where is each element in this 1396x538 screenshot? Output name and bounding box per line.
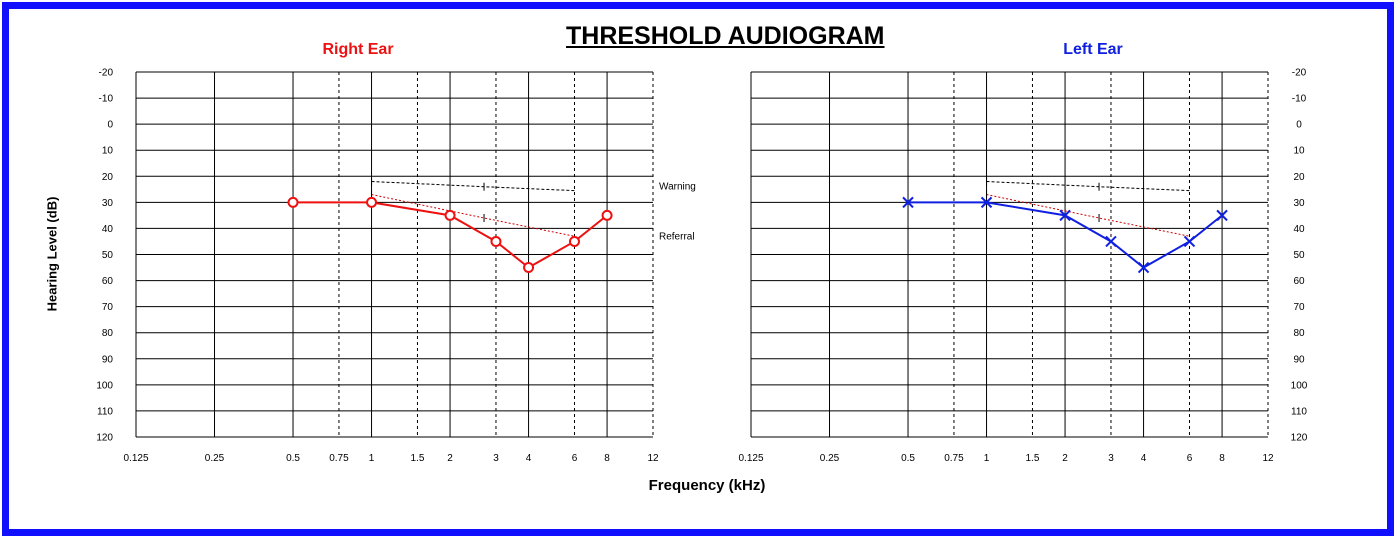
left-ear-y-tick-label: 20 xyxy=(1293,172,1305,183)
right-ear-x-tick-label: 3 xyxy=(493,453,499,464)
left-ear-y-tick-label: 110 xyxy=(1291,406,1307,417)
left-ear-warning-line xyxy=(986,181,1190,192)
right-ear-y-tick-label: 50 xyxy=(102,250,114,261)
left-ear-threshold-point xyxy=(1059,209,1071,222)
left-ear-y-tick-label: -10 xyxy=(1292,94,1307,105)
right-ear-x-tick-label: 0.75 xyxy=(329,453,349,464)
left-ear-x-tick-label: 0.5 xyxy=(901,453,915,464)
right-ear-y-tick-label: -20 xyxy=(99,68,114,79)
right-ear-x-tick-label: 1.5 xyxy=(411,453,425,464)
left-ear-x-tick-label: 12 xyxy=(1262,453,1274,464)
right-ear-title: Right Ear xyxy=(322,41,394,58)
left-ear-x-tick-label: 2 xyxy=(1062,453,1068,464)
left-ear-y-tick-label: 70 xyxy=(1293,302,1305,313)
left-ear-threshold-point xyxy=(1137,261,1150,274)
left-ear-y-tick-label: 10 xyxy=(1293,146,1305,157)
left-ear-cross-stroke xyxy=(902,196,914,209)
referral-label: Referral xyxy=(659,231,695,242)
left-ear-threshold-point xyxy=(902,196,914,209)
left-ear-x-tick-label: 0.125 xyxy=(738,453,763,464)
x-axis-label: Frequency (kHz) xyxy=(648,477,766,494)
left-ear-y-tick-label: 40 xyxy=(1293,224,1305,235)
left-ear-x-tick-label: 8 xyxy=(1219,453,1225,464)
right-ear-threshold-point xyxy=(490,235,502,247)
left-ear-title: Left Ear xyxy=(1063,41,1123,58)
right-ear-y-tick-label: -10 xyxy=(99,94,114,105)
right-ear-y-tick-label: 80 xyxy=(102,328,114,339)
left-ear-x-tick-label: 4 xyxy=(1141,453,1147,464)
left-ear-threshold-point xyxy=(980,196,993,209)
left-ear-y-tick-label: 50 xyxy=(1293,250,1305,261)
left-ear-y-tick-label: 60 xyxy=(1293,276,1305,287)
left-ear-cross-stroke xyxy=(980,196,993,209)
right-ear-y-tick-label: 10 xyxy=(102,146,114,157)
right-ear-y-tick-label: 110 xyxy=(97,406,113,417)
right-ear-x-tick-label: 2 xyxy=(447,453,453,464)
left-ear-cross-stroke xyxy=(1137,261,1150,274)
left-ear-referral-line xyxy=(986,194,1190,237)
right-ear-x-tick-label: 0.25 xyxy=(205,453,225,464)
left-ear-cross-stroke xyxy=(1059,209,1071,222)
right-ear-y-tick-label: 30 xyxy=(102,198,114,209)
warning-label: Warning xyxy=(659,182,696,193)
left-ear-cross-stroke xyxy=(1183,235,1196,248)
left-ear-y-tick-label: 120 xyxy=(1291,433,1308,444)
left-ear-threshold-point xyxy=(1183,235,1196,248)
right-ear-y-tick-label: 60 xyxy=(102,276,114,287)
left-ear-threshold-point xyxy=(1216,209,1228,222)
right-ear-threshold-point xyxy=(366,196,378,208)
right-ear-warning-line xyxy=(371,181,575,192)
left-ear-x-tick-label: 6 xyxy=(1187,453,1193,464)
left-ear-cross-stroke xyxy=(1105,235,1117,248)
left-ear-y-tick-label: 0 xyxy=(1296,120,1302,131)
right-ear-threshold-point xyxy=(601,209,613,221)
right-ear-y-tick-label: 0 xyxy=(107,120,113,131)
right-ear-y-tick-label: 40 xyxy=(102,224,114,235)
left-ear-x-tick-label: 0.75 xyxy=(944,453,964,464)
left-ear-threshold-point xyxy=(1105,235,1117,248)
right-ear-x-tick-label: 0.5 xyxy=(286,453,300,464)
right-ear-x-tick-label: 8 xyxy=(604,453,610,464)
left-ear-y-tick-label: 80 xyxy=(1293,328,1305,339)
left-ear-x-tick-label: 1 xyxy=(984,453,990,464)
left-ear-cross-stroke xyxy=(1216,209,1228,222)
left-ear-y-tick-label: -20 xyxy=(1292,68,1307,79)
right-ear-x-tick-label: 0.125 xyxy=(123,453,148,464)
right-ear-y-tick-label: 20 xyxy=(102,172,114,183)
right-ear-y-tick-label: 120 xyxy=(96,433,113,444)
left-ear-y-tick-label: 100 xyxy=(1291,380,1308,391)
left-ear-x-tick-label: 3 xyxy=(1108,453,1114,464)
left-ear-y-tick-label: 90 xyxy=(1293,354,1305,365)
chart-title: THRESHOLD AUDIOGRAM xyxy=(566,22,885,50)
right-ear-x-tick-label: 1 xyxy=(369,453,375,464)
left-ear-x-tick-label: 1.5 xyxy=(1026,453,1040,464)
right-ear-y-tick-label: 100 xyxy=(96,380,113,391)
left-ear-y-tick-label: 30 xyxy=(1293,198,1305,209)
right-ear-y-tick-label: 90 xyxy=(102,354,114,365)
right-ear-threshold-point xyxy=(568,235,580,247)
right-ear-y-tick-label: 70 xyxy=(102,302,114,313)
right-ear-threshold-point xyxy=(523,262,535,274)
right-ear-threshold-point xyxy=(444,209,456,221)
right-ear-threshold-point xyxy=(287,196,299,208)
left-ear-x-tick-label: 0.25 xyxy=(820,453,840,464)
right-ear-referral-line xyxy=(371,194,575,237)
right-ear-x-tick-label: 12 xyxy=(647,453,659,464)
right-ear-x-tick-label: 6 xyxy=(572,453,578,464)
right-ear-x-tick-label: 4 xyxy=(526,453,532,464)
